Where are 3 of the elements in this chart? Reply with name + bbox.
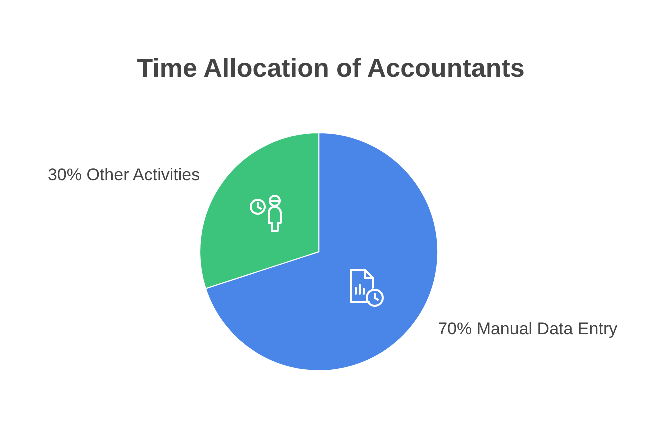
slice-label: 30% Other Activities xyxy=(48,166,200,185)
chart-title: Time Allocation of Accountants xyxy=(137,53,525,83)
slice-label: 70% Manual Data Entry xyxy=(438,320,618,339)
